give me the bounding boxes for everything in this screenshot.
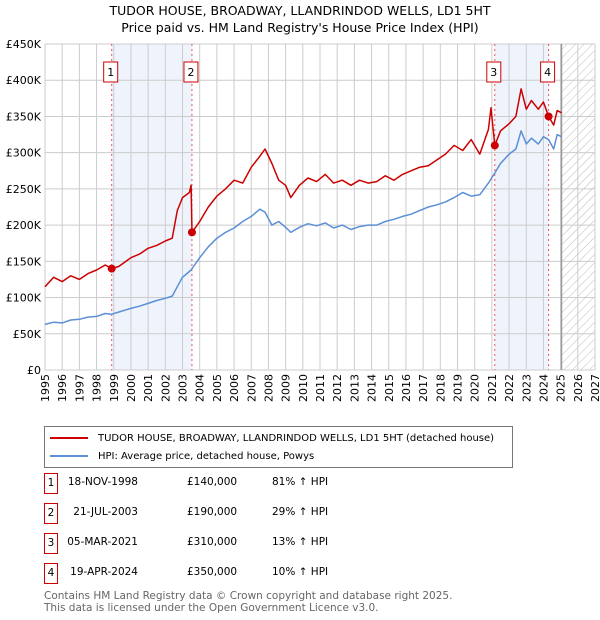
sale-price: £190,000 (187, 506, 238, 518)
y-tick-label: £50K (13, 328, 42, 341)
legend-swatch-hpi (50, 455, 88, 457)
x-tick-label: 2006 (228, 374, 241, 402)
x-tick-label: 2025 (555, 374, 568, 402)
x-tick-label: 2008 (262, 374, 275, 402)
x-tick-label: 2004 (194, 374, 207, 402)
x-tick-label: 2010 (297, 374, 310, 402)
x-tick-label: 2022 (503, 374, 516, 402)
sale-number: 3 (44, 533, 58, 554)
x-tick-label: 1999 (108, 374, 121, 402)
footer: Contains HM Land Registry data © Crown c… (44, 590, 452, 614)
sale-date: 05-MAR-2021 (67, 536, 138, 548)
sale-label: 4 (544, 66, 551, 79)
x-tick-label: 2005 (211, 374, 224, 402)
y-tick-label: £250K (6, 183, 42, 196)
sale-price: £140,000 (187, 476, 238, 488)
sale-label-box (540, 61, 556, 83)
ownership-band (494, 44, 549, 370)
x-tick-label: 2016 (400, 374, 413, 402)
x-tick-label: 1997 (73, 374, 86, 402)
sale-point (544, 112, 553, 121)
property-price-line (44, 88, 562, 288)
x-tick-label: 2011 (314, 374, 327, 402)
legend-label-hpi: HPI: Average price, detached house, Powy… (98, 450, 315, 462)
sale-label-box (183, 61, 199, 83)
x-tick-label: 1998 (91, 374, 104, 402)
y-tick-label: £350K (6, 110, 42, 123)
sale-point (187, 228, 196, 237)
x-tick-label: 2027 (589, 374, 600, 402)
sale-label: 2 (187, 66, 194, 79)
x-tick-label: 2019 (452, 374, 465, 402)
x-tick-label: 2003 (177, 374, 190, 402)
legend-item-hpi: HPI: Average price, detached house, Powy… (45, 448, 314, 464)
sales-table-row: 2 21-JUL-2003 £190,000 29% ↑ HPI (44, 503, 444, 524)
y-tick-label: £300K (6, 147, 42, 160)
sale-date: 18-NOV-1998 (67, 476, 138, 488)
x-tick-label: 1996 (56, 374, 69, 402)
x-tick-label: 2017 (417, 374, 430, 402)
sales-table-row: 4 19-APR-2024 £350,000 10% ↑ HPI (44, 563, 444, 584)
sale-price: £350,000 (187, 566, 238, 578)
y-tick-label: £100K (6, 292, 42, 305)
sale-label-box (103, 61, 119, 83)
y-tick-label: £0 (27, 364, 41, 377)
x-tick-label: 2012 (331, 374, 344, 402)
y-tick-label: £400K (6, 74, 42, 87)
x-tick-label: 2007 (245, 374, 258, 402)
x-tick-label: 2023 (520, 374, 533, 402)
sale-hpi-change: 29% ↑ HPI (272, 506, 329, 518)
sale-label: 3 (490, 66, 497, 79)
x-tick-label: 1995 (39, 374, 52, 402)
sale-date: 19-APR-2024 (70, 566, 138, 578)
chart-title: TUDOR HOUSE, BROADWAY, LLANDRINDOD WELLS… (109, 3, 491, 18)
sales-table-row: 3 05-MAR-2021 £310,000 13% ↑ HPI (44, 533, 444, 554)
sale-label-box (486, 61, 502, 83)
x-tick-label: 2015 (383, 374, 396, 402)
sale-point (490, 141, 499, 150)
sales-table-row: 1 18-NOV-1998 £140,000 81% ↑ HPI (44, 473, 444, 494)
sale-point (107, 264, 116, 273)
footer-licence: This data is licensed under the Open Gov… (44, 602, 379, 614)
x-tick-label: 2002 (159, 374, 172, 402)
x-tick-label: 2013 (348, 374, 361, 402)
sale-hpi-change: 13% ↑ HPI (272, 536, 329, 548)
x-tick-label: 2000 (125, 374, 138, 402)
y-tick-label: £150K (6, 255, 42, 268)
x-tick-label: 2024 (537, 374, 550, 402)
sale-price: £310,000 (187, 536, 238, 548)
legend-swatch-property (50, 437, 88, 439)
x-tick-label: 2021 (486, 374, 499, 402)
sale-hpi-change: 10% ↑ HPI (272, 566, 329, 578)
x-tick-label: 2020 (469, 374, 482, 402)
sale-label: 1 (107, 66, 114, 79)
x-tick-label: 2009 (280, 374, 293, 402)
legend-item-property: TUDOR HOUSE, BROADWAY, LLANDRINDOD WELLS… (45, 430, 494, 446)
sale-number: 2 (44, 503, 58, 524)
y-tick-label: £200K (6, 219, 42, 232)
chart-subtitle: Price paid vs. HM Land Registry's House … (121, 20, 479, 35)
y-tick-label: £450K (6, 38, 42, 51)
legend-label-property: TUDOR HOUSE, BROADWAY, LLANDRINDOD WELLS… (98, 432, 495, 444)
price-chart: 1995 1996 1997 1998 1999 2000 2001 2002 2003 2004… (6, 38, 600, 402)
hpi-line (44, 130, 562, 326)
legend: TUDOR HOUSE, BROADWAY, LLANDRINDOD WELLS… (44, 426, 513, 468)
x-tick-label: 2018 (434, 374, 447, 402)
sale-number: 4 (44, 563, 58, 584)
sale-date: 21-JUL-2003 (73, 506, 138, 518)
sale-number: 1 (44, 473, 58, 494)
footer-copyright: Contains HM Land Registry data © Crown c… (44, 590, 453, 602)
sale-hpi-change: 81% ↑ HPI (272, 476, 329, 488)
ownership-band (111, 44, 192, 370)
x-tick-label: 2001 (142, 374, 155, 402)
x-tick-label: 2014 (366, 374, 379, 402)
x-tick-label: 2026 (572, 374, 585, 402)
